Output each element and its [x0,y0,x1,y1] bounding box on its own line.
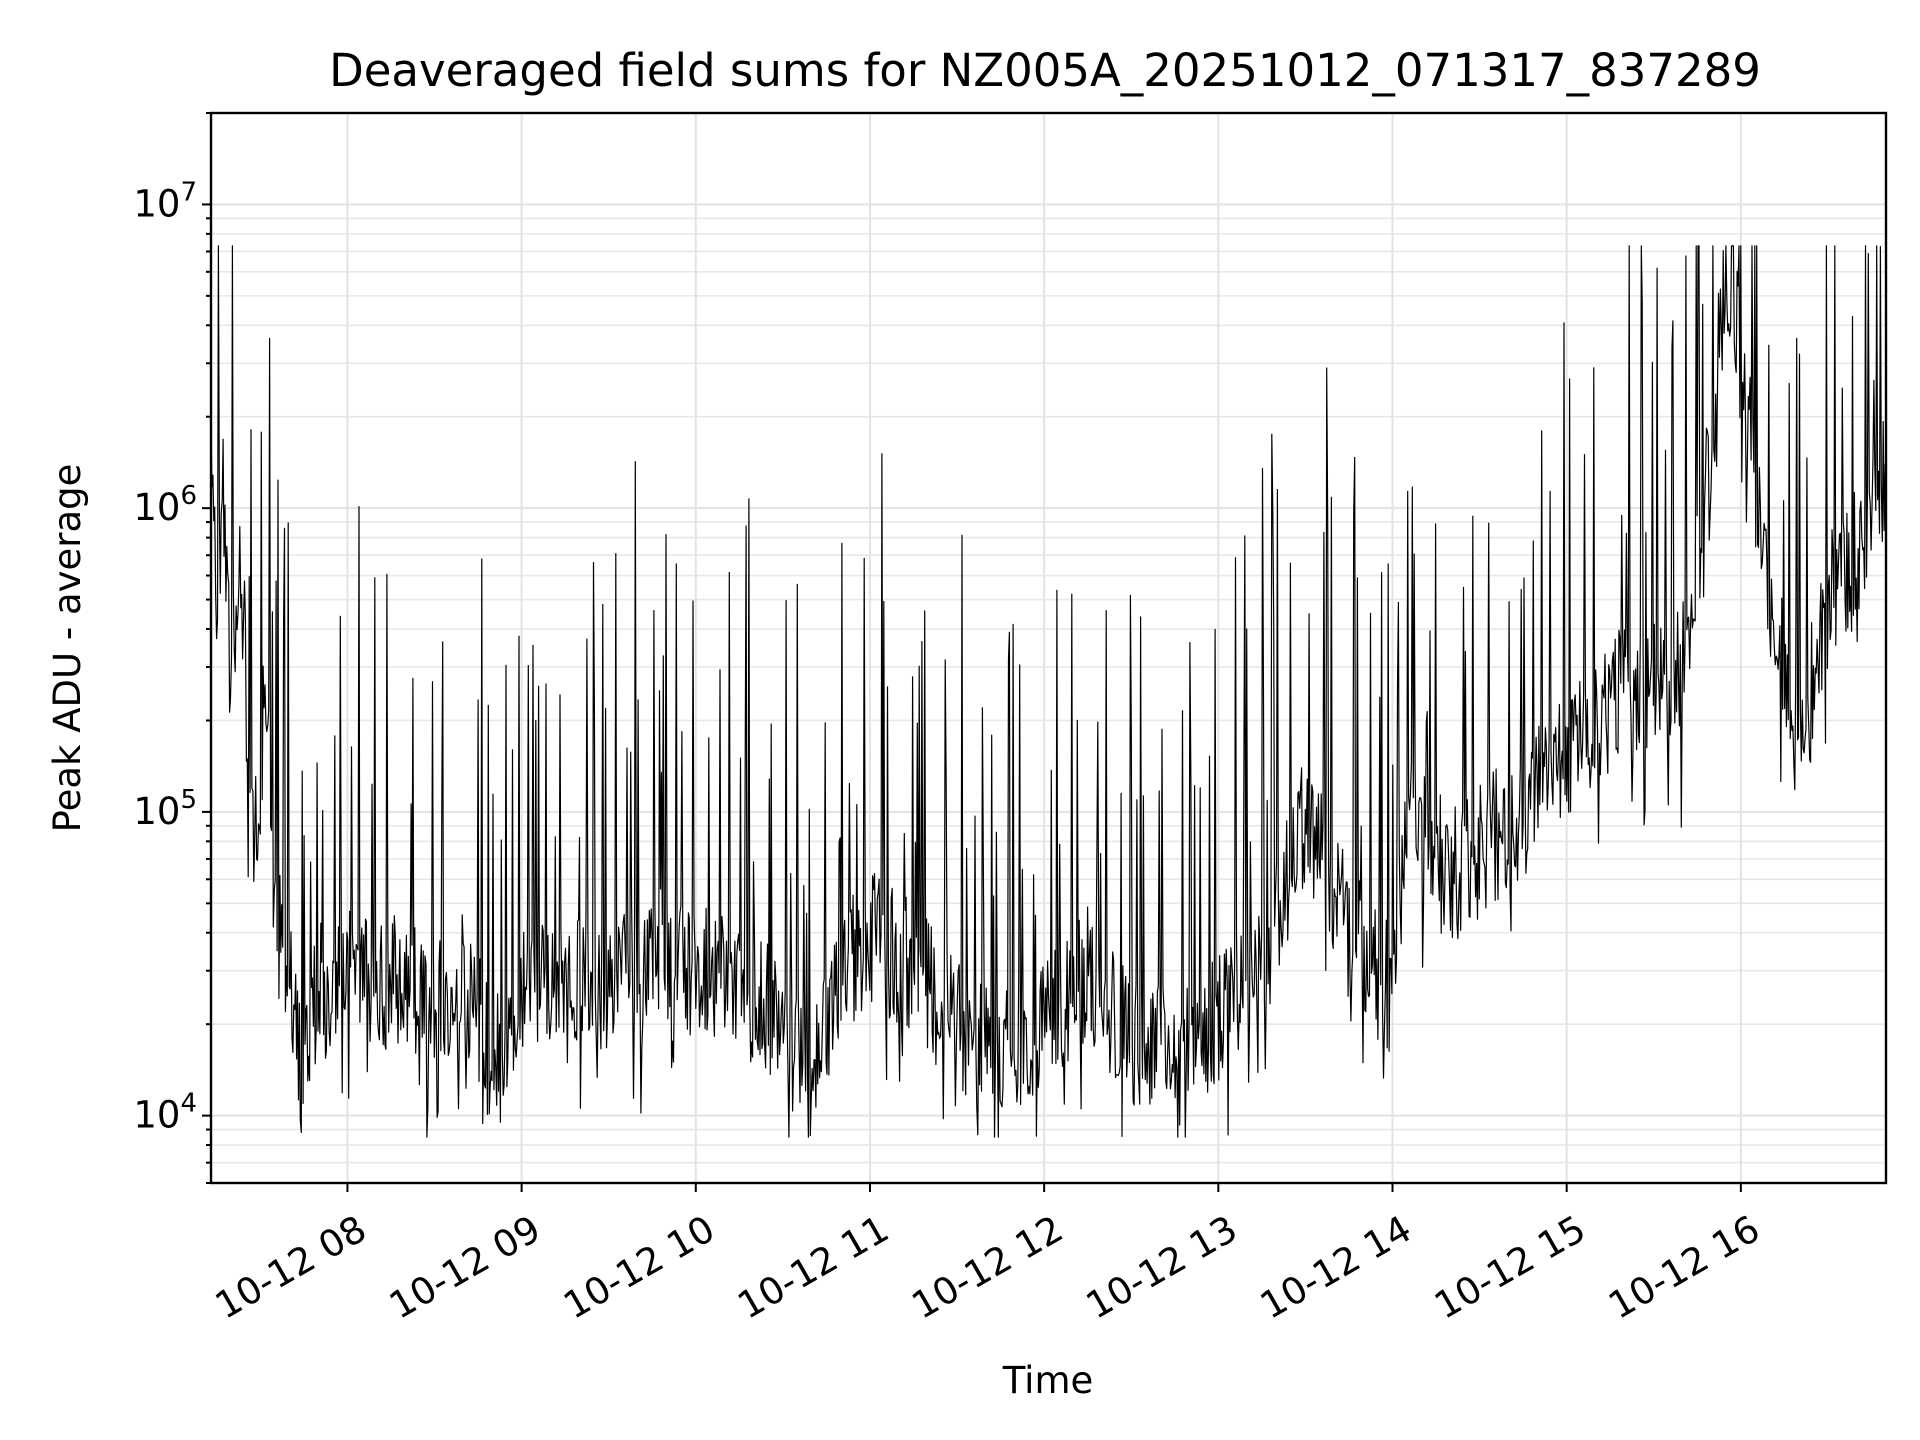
y-tick-label: 105 [133,785,197,833]
chart-title: Deaveraged field sums for NZ005A_2025101… [329,44,1761,97]
series-layer [210,245,1887,1138]
plot-frame [209,111,1888,1185]
y-tick-label: 107 [133,177,197,225]
y-tick-label: 104 [133,1089,197,1137]
y-tick-label: 106 [133,481,197,529]
y-axis-label: Peak ADU - average [46,464,89,833]
x-axis-label: Time [1002,1359,1094,1402]
series-line [210,245,1887,1138]
